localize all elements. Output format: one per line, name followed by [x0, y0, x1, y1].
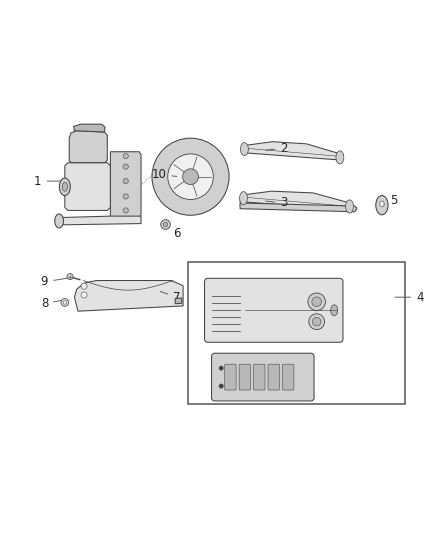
Circle shape [152, 138, 229, 215]
Polygon shape [65, 163, 110, 211]
Text: 4: 4 [395, 290, 424, 304]
Ellipse shape [240, 142, 248, 156]
FancyBboxPatch shape [225, 364, 236, 390]
Circle shape [161, 220, 170, 229]
Circle shape [123, 194, 128, 199]
Circle shape [219, 366, 223, 370]
Ellipse shape [346, 200, 353, 213]
Ellipse shape [240, 191, 247, 205]
Circle shape [312, 297, 321, 306]
Ellipse shape [376, 196, 388, 215]
Polygon shape [175, 298, 182, 304]
Circle shape [312, 317, 321, 326]
Text: 11: 11 [219, 367, 234, 381]
FancyBboxPatch shape [239, 364, 251, 390]
Circle shape [63, 301, 67, 304]
Circle shape [123, 179, 128, 184]
Circle shape [163, 222, 168, 227]
FancyBboxPatch shape [283, 364, 294, 390]
Circle shape [123, 164, 128, 169]
Circle shape [123, 154, 128, 159]
Ellipse shape [380, 201, 384, 207]
Circle shape [219, 384, 223, 388]
Polygon shape [56, 216, 141, 225]
Text: 8: 8 [41, 297, 62, 310]
Circle shape [81, 292, 87, 298]
Text: 7: 7 [160, 290, 180, 304]
Text: 10: 10 [152, 168, 177, 181]
Text: 2: 2 [265, 142, 288, 155]
FancyBboxPatch shape [212, 353, 314, 401]
Bar [188, 262, 405, 405]
Ellipse shape [336, 151, 344, 164]
FancyBboxPatch shape [268, 364, 279, 390]
Circle shape [309, 314, 325, 329]
Circle shape [61, 298, 69, 306]
Ellipse shape [55, 214, 64, 228]
Polygon shape [242, 142, 343, 160]
Circle shape [308, 293, 325, 311]
FancyBboxPatch shape [254, 364, 265, 390]
Text: 9: 9 [41, 276, 70, 288]
Polygon shape [240, 203, 357, 212]
Circle shape [67, 273, 73, 280]
Circle shape [183, 169, 198, 184]
Polygon shape [74, 280, 183, 311]
Text: 3: 3 [265, 197, 288, 209]
Text: 12: 12 [219, 319, 234, 332]
Text: 6: 6 [168, 226, 180, 240]
Circle shape [168, 154, 213, 199]
Ellipse shape [62, 182, 67, 191]
Circle shape [81, 283, 87, 289]
FancyBboxPatch shape [205, 278, 343, 342]
Ellipse shape [331, 305, 338, 316]
Polygon shape [110, 152, 141, 219]
Polygon shape [240, 191, 353, 209]
Polygon shape [74, 124, 105, 132]
Polygon shape [69, 131, 107, 163]
Circle shape [123, 208, 128, 213]
Text: 1: 1 [34, 175, 65, 188]
Text: 5: 5 [383, 195, 397, 207]
Ellipse shape [59, 178, 70, 196]
